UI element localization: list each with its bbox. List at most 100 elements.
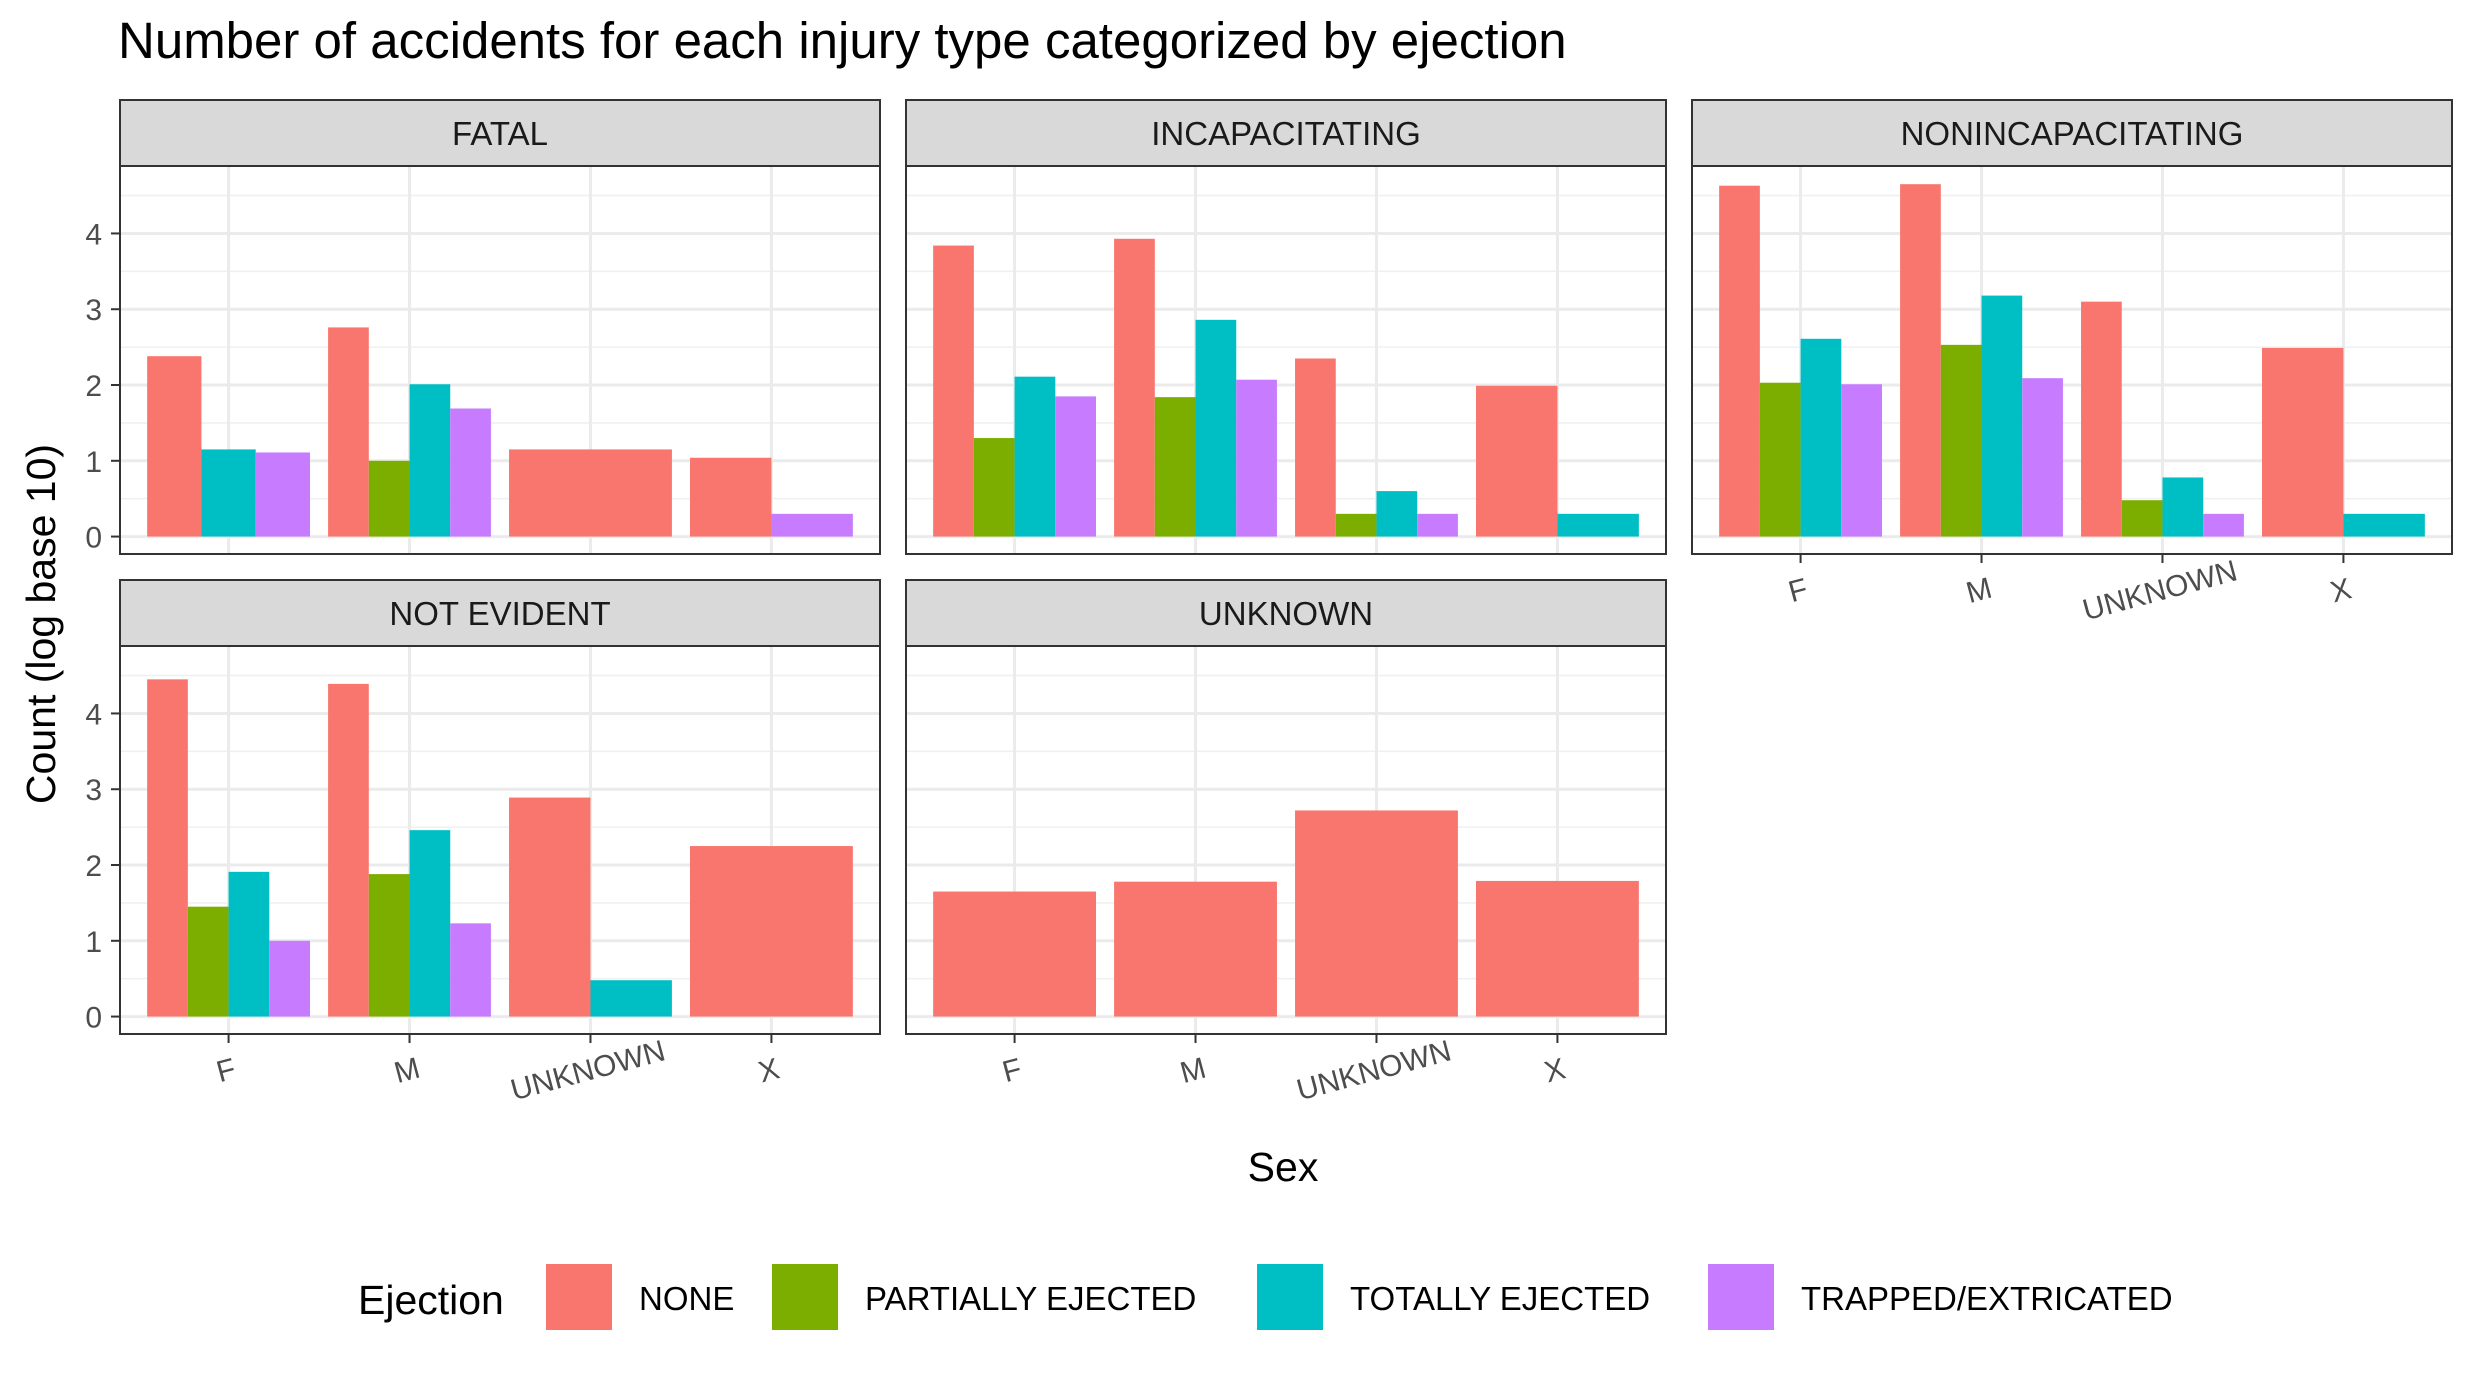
bar-totally-ejected-unknown xyxy=(1376,491,1418,537)
bar-none-m xyxy=(1114,238,1155,537)
bar-none-f xyxy=(147,356,202,537)
legend-label: NONE xyxy=(639,1280,734,1317)
bar-trapped-extricated-unknown xyxy=(1417,513,1458,537)
bar-partially-ejected-m xyxy=(1940,344,1982,537)
y-tick-label: 3 xyxy=(85,774,102,807)
y-tick-label: 4 xyxy=(85,218,102,251)
legend-key xyxy=(772,1264,838,1330)
bar-totally-ejected-x xyxy=(2343,513,2425,537)
facet-strip xyxy=(119,579,881,647)
x-tick-label: UNKNOWN xyxy=(2079,554,2240,627)
bar-none-x xyxy=(2262,347,2344,537)
bar-none-f xyxy=(933,891,1096,1017)
legend-label: TRAPPED/EXTRICATED xyxy=(1801,1280,2173,1317)
y-tick-label: 4 xyxy=(85,698,102,731)
facet-not-evident: NOT EVIDENT 0 1 2 3 4 F M UNKNOWN X xyxy=(85,579,881,1107)
bar-totally-ejected-f xyxy=(228,871,270,1017)
bar-totally-ejected-m xyxy=(409,830,451,1017)
y-tick-label: 0 xyxy=(85,522,102,555)
legend-entry-totally-ejected: TOTALLY EJECTED xyxy=(1257,1264,1650,1330)
bar-totally-ejected-f xyxy=(201,449,256,537)
facet-label: NONINCAPACITATING xyxy=(1901,115,2244,152)
y-tick-label: 2 xyxy=(85,850,102,883)
facet-unknown: UNKNOWN F M UNKNOWN X xyxy=(905,579,1667,1107)
facet-strip xyxy=(905,579,1667,647)
bar-partially-ejected-f xyxy=(187,906,229,1017)
bar-trapped-extricated-f xyxy=(269,940,310,1017)
y-tick-label: 3 xyxy=(85,294,102,327)
y-tick-label: 1 xyxy=(85,446,102,479)
facet-label: INCAPACITATING xyxy=(1151,115,1421,152)
bar-trapped-extricated-f xyxy=(1841,384,1882,537)
bar-none-x xyxy=(1476,385,1558,537)
legend-key xyxy=(1257,1264,1323,1330)
bar-trapped-extricated-f xyxy=(255,452,310,537)
x-tick-label: F xyxy=(999,1053,1025,1090)
bar-totally-ejected-unknown xyxy=(2162,477,2204,537)
bar-trapped-extricated-m xyxy=(2022,378,2063,537)
x-tick-label: UNKNOWN xyxy=(507,1034,668,1107)
bar-totally-ejected-m xyxy=(409,384,451,537)
y-tick-label: 2 xyxy=(85,370,102,403)
bar-none-m xyxy=(1114,881,1277,1017)
bar-none-unknown xyxy=(1295,358,1336,537)
bar-partially-ejected-m xyxy=(368,460,410,537)
facet-panels: FATAL 0 1 2 3 4 INCAPACITATING NONINCAPACITATIN… xyxy=(85,99,2453,1107)
panel-border xyxy=(905,165,1667,555)
bar-partially-ejected-unknown xyxy=(1335,513,1377,537)
bar-trapped-extricated-m xyxy=(1236,379,1277,537)
facet-strip xyxy=(905,99,1667,167)
x-tick-label: M xyxy=(1177,1052,1210,1090)
bar-totally-ejected-m xyxy=(1981,295,2023,537)
bar-totally-ejected-m xyxy=(1195,319,1237,537)
bar-trapped-extricated-m xyxy=(450,408,491,537)
facet-label: FATAL xyxy=(452,115,548,152)
panel-border xyxy=(119,645,881,1035)
bar-none-m xyxy=(328,327,369,537)
bar-none-unknown xyxy=(1295,810,1458,1017)
bar-none-f xyxy=(147,679,188,1017)
facet-incapacitating: INCAPACITATING xyxy=(905,99,1667,555)
y-axis-label: Count (log base 10) xyxy=(18,444,64,804)
bar-partially-ejected-f xyxy=(1759,382,1801,537)
bar-none-m xyxy=(1900,184,1941,537)
x-tick-label: X xyxy=(1541,1052,1569,1089)
x-tick-label: F xyxy=(1785,573,1811,610)
legend-label: PARTIALLY EJECTED xyxy=(865,1280,1196,1317)
panel-border xyxy=(905,645,1667,1035)
bar-partially-ejected-m xyxy=(1154,397,1196,537)
bar-partially-ejected-unknown xyxy=(2121,500,2163,537)
bar-none-unknown xyxy=(2081,301,2122,537)
facet-nonincapacitating: NONINCAPACITATING F M UNKNOWN X xyxy=(1691,99,2453,627)
bar-none-m xyxy=(328,683,369,1017)
bar-none-x xyxy=(690,457,772,537)
bar-trapped-extricated-x xyxy=(771,513,853,537)
bar-totally-ejected-x xyxy=(1557,513,1639,537)
y-tick-label: 1 xyxy=(85,926,102,959)
bar-totally-ejected-unknown xyxy=(590,980,672,1017)
x-tick-label: UNKNOWN xyxy=(1293,1034,1454,1107)
legend-entry-partially-ejected: PARTIALLY EJECTED xyxy=(772,1264,1196,1330)
bar-totally-ejected-f xyxy=(1800,338,1842,537)
chart-title: Number of accidents for each injury type… xyxy=(118,12,1567,69)
x-tick-label: X xyxy=(2327,572,2355,609)
x-tick-label: X xyxy=(755,1052,783,1089)
panel-border xyxy=(1691,165,2453,555)
legend-entry-none: NONE xyxy=(546,1264,734,1330)
y-tick-label: 0 xyxy=(85,1002,102,1035)
facet-strip xyxy=(1691,99,2453,167)
bar-partially-ejected-m xyxy=(368,874,410,1017)
bar-none-f xyxy=(1719,185,1760,537)
x-tick-label: M xyxy=(391,1052,424,1090)
legend-entry-trapped-extricated: TRAPPED/EXTRICATED xyxy=(1708,1264,2173,1330)
bar-none-unknown xyxy=(509,797,591,1017)
facet-label: NOT EVIDENT xyxy=(389,595,610,632)
facet-fatal: FATAL 0 1 2 3 4 xyxy=(85,99,881,555)
x-axis-label: Sex xyxy=(1248,1144,1319,1190)
bar-trapped-extricated-unknown xyxy=(2203,513,2244,537)
x-tick-label: M xyxy=(1963,572,1996,610)
bar-partially-ejected-f xyxy=(973,438,1015,537)
legend-key xyxy=(546,1264,612,1330)
bar-none-unknown xyxy=(509,449,672,537)
